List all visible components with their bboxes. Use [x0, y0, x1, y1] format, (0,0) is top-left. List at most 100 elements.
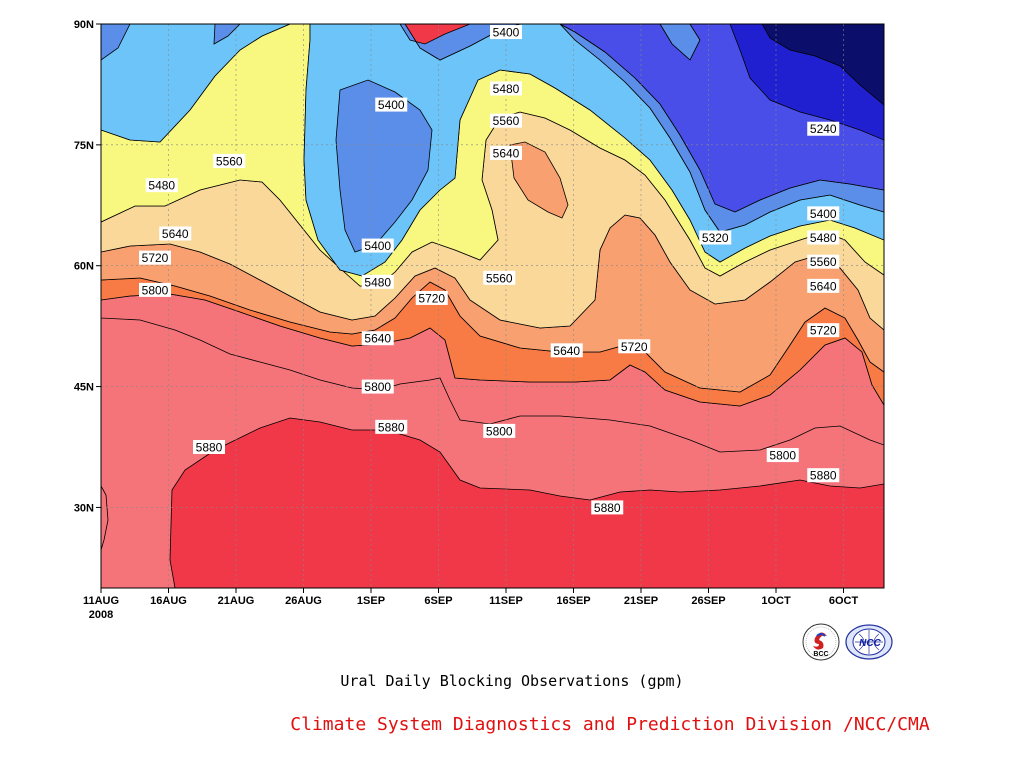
- contour-labels: 5400 5480 5560 5400 5560 5480 5640 5720 5800 5880…: [139, 25, 840, 515]
- contour-label: 5880: [807, 468, 840, 483]
- contour-label-bg: [193, 440, 225, 454]
- y-tick-label: 75N: [74, 140, 94, 152]
- contour-label-bg: [375, 419, 408, 434]
- contour-label: 5640: [550, 343, 583, 358]
- x-tick-label: 6SEP: [424, 595, 452, 607]
- contour-label: 5560: [213, 153, 246, 168]
- contour-label: 5480: [807, 230, 840, 245]
- contour-label-text: 5320: [702, 231, 729, 245]
- svg-text:BCC: BCC: [813, 651, 828, 658]
- contour-label-text: 5480: [493, 82, 520, 96]
- y-tick-label: 30N: [74, 502, 94, 514]
- band-below-5160: [761, 24, 884, 106]
- contour-label: 5720: [139, 250, 171, 265]
- contour-label-text: 5880: [378, 420, 405, 434]
- contour-label: 5400: [375, 97, 408, 112]
- contour-label-bg: [766, 448, 799, 463]
- contour-label-text: 5720: [142, 251, 169, 265]
- x-tick-label: 11SEP: [489, 595, 523, 607]
- contour-label: 5560: [483, 270, 516, 285]
- contour-label: 5800: [139, 282, 171, 297]
- contour-label-bg: [139, 282, 171, 297]
- plot-frame: [100, 23, 885, 589]
- contour-label: 5400: [490, 25, 522, 40]
- contour-label: 5800: [361, 379, 394, 394]
- contour-label-bg: [618, 339, 651, 354]
- contour-label-text: 5480: [364, 275, 391, 289]
- contour-label: 5800: [483, 423, 516, 438]
- x-tick-label: 1OCT: [761, 595, 791, 607]
- contour-label-bg: [139, 250, 171, 265]
- contour-label-bg: [490, 145, 522, 160]
- contour-label-bg: [490, 25, 522, 40]
- contour-label: 5880: [375, 419, 408, 434]
- bcc-logo: BCC: [802, 623, 840, 661]
- contour-label-bg: [807, 230, 840, 245]
- contour-label-text: 5640: [162, 227, 189, 241]
- band-5320-5400: [101, 24, 884, 253]
- y-tick-label: 45N: [74, 382, 94, 394]
- contour-label-text: 5720: [621, 340, 648, 354]
- contour-label: 5560: [490, 113, 522, 128]
- contour-label: 5720: [618, 339, 651, 354]
- contour-label-text: 5720: [810, 324, 837, 338]
- contour-label-bg: [699, 230, 732, 245]
- contour-label-bg: [591, 500, 624, 515]
- contour-label-bg: [361, 331, 394, 346]
- y-tick-label: 60N: [74, 261, 94, 273]
- contour-label: 5480: [145, 178, 178, 193]
- contour-label-text: 5640: [810, 279, 837, 293]
- contour-label-bg: [213, 153, 246, 168]
- contour-label: 5720: [807, 323, 840, 338]
- contour-label-bg: [807, 323, 840, 338]
- contour-label-text: 5400: [364, 239, 391, 253]
- x-tick-label: 21SEP: [624, 595, 658, 607]
- contour-label-text: 5640: [364, 332, 391, 346]
- contour-label: 5480: [490, 81, 522, 96]
- ncc-logo: NCC: [845, 624, 893, 660]
- band-5800-edge: [101, 485, 109, 551]
- contour-label: 5400: [361, 238, 394, 253]
- contour-label: 5640: [490, 145, 522, 160]
- contour-label: 5480: [361, 274, 394, 289]
- contour-label-text: 5800: [142, 283, 169, 297]
- contour-label: 5240: [807, 121, 840, 136]
- credit-text: Climate System Diagnostics and Predictio…: [290, 714, 930, 735]
- contour-label-bg: [807, 254, 840, 269]
- x-tick-label: 6OCT: [829, 595, 859, 607]
- contour-label-bg: [807, 121, 840, 136]
- y-tick-label: 90N: [74, 19, 94, 31]
- contour-label-bg: [483, 270, 516, 285]
- year-label: 2008: [89, 609, 113, 621]
- contour-label: 5320: [699, 230, 732, 245]
- contour-label: 5880: [591, 500, 624, 515]
- svg-text:NCC: NCC: [859, 638, 881, 649]
- contour-plot: 11AUG 16AUG 21AUG 26AUG 1SEP 6SEP 11SEP 16SEP 21…: [74, 19, 885, 621]
- contour-label: 5400: [807, 206, 840, 221]
- x-tick-label: 16SEP: [556, 595, 590, 607]
- contour-label-text: 5800: [486, 424, 513, 438]
- contour-label-text: 5720: [418, 291, 445, 305]
- contour-label: 5640: [159, 226, 192, 241]
- contour-label-bg: [490, 113, 522, 128]
- contour-label-text: 5640: [553, 344, 580, 358]
- contour-label-text: 5800: [364, 380, 391, 394]
- contour-label-text: 5480: [810, 231, 837, 245]
- contour-label-text: 5240: [810, 122, 837, 136]
- x-tick-label: 16AUG: [150, 595, 187, 607]
- contour-label: 5720: [415, 290, 448, 305]
- contour-label-bg: [145, 178, 178, 193]
- x-tick-label: 21AUG: [218, 595, 255, 607]
- contour-label-text: 5400: [810, 207, 837, 221]
- contour-label-bg: [361, 274, 394, 289]
- contour-label-bg: [807, 206, 840, 221]
- contour-label-text: 5560: [810, 255, 837, 269]
- axes: 11AUG 16AUG 21AUG 26AUG 1SEP 6SEP 11SEP 16SEP 21…: [74, 19, 859, 621]
- contour-label-bg: [415, 290, 448, 305]
- contour-label-text: 5400: [378, 98, 405, 112]
- contour-label: 5560: [807, 254, 840, 269]
- contour-label-text: 5640: [493, 146, 520, 160]
- contour-label-text: 5480: [148, 179, 175, 193]
- contour-label-bg: [159, 226, 192, 241]
- blob-5720-north: [509, 141, 569, 219]
